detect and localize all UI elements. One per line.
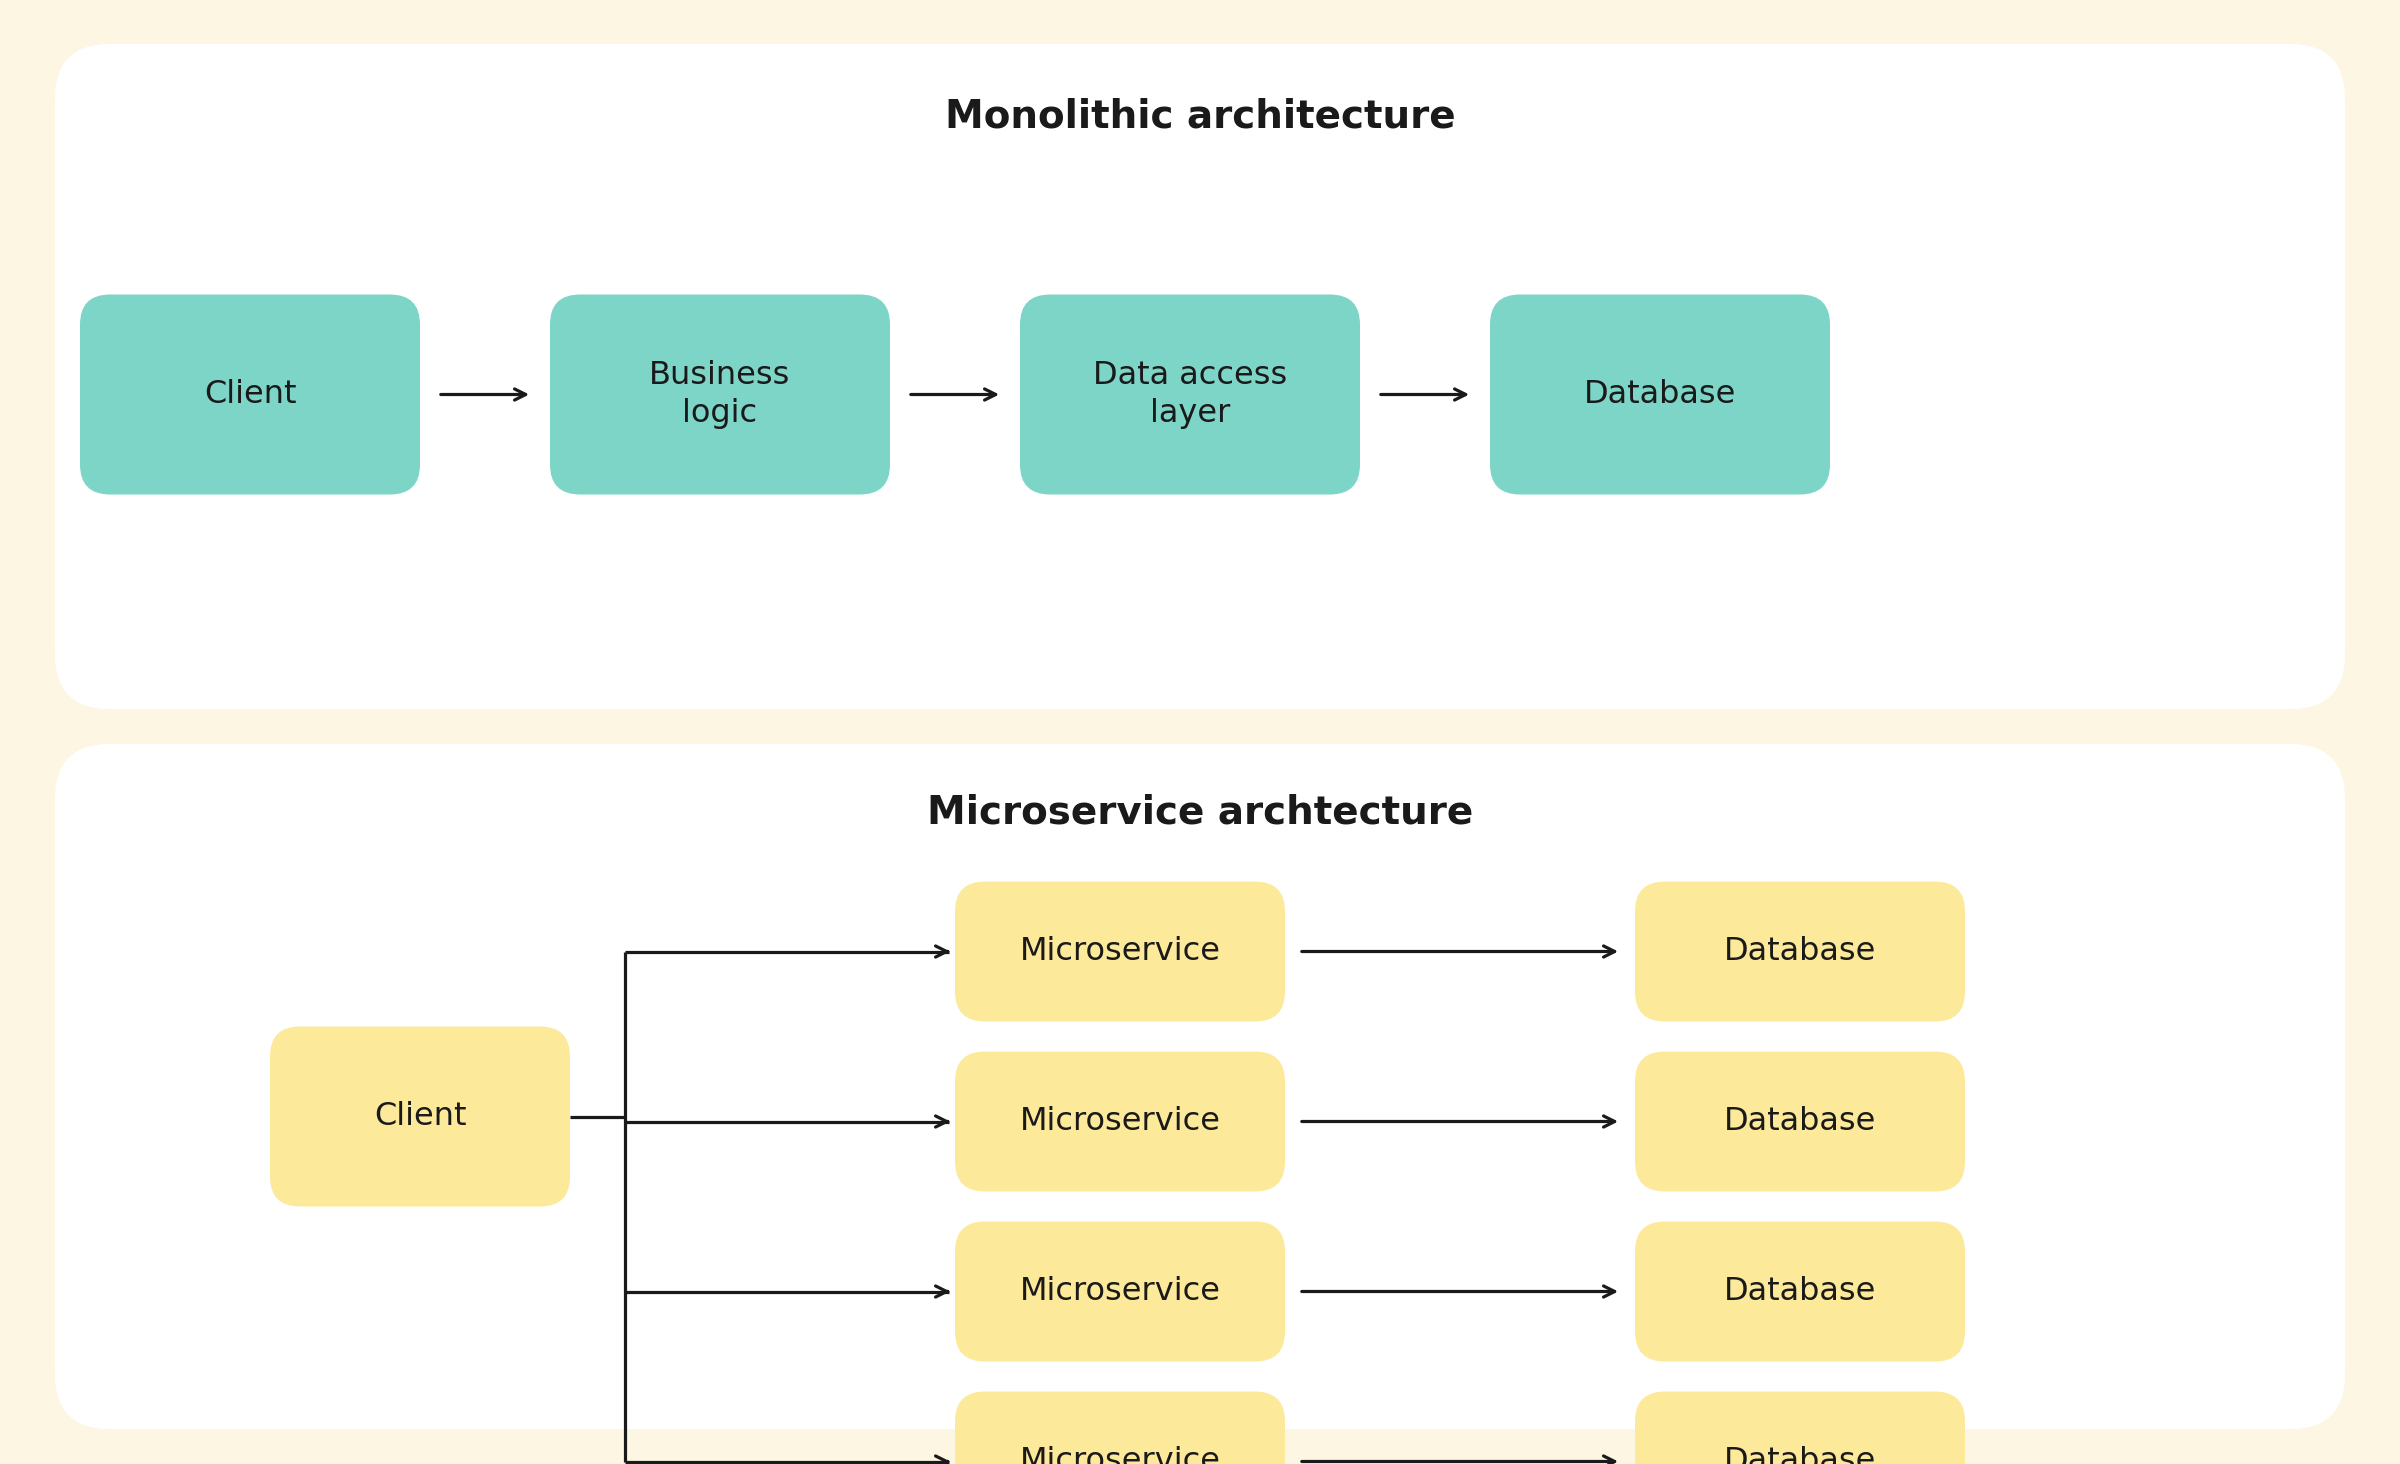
- Text: Business
logic: Business logic: [650, 360, 790, 429]
- FancyBboxPatch shape: [269, 1026, 571, 1206]
- FancyBboxPatch shape: [955, 1391, 1284, 1464]
- FancyBboxPatch shape: [1634, 1051, 1966, 1192]
- Text: Database: Database: [1723, 1277, 1877, 1307]
- Text: Database: Database: [1723, 935, 1877, 968]
- Text: Microservice: Microservice: [1020, 1277, 1222, 1307]
- FancyBboxPatch shape: [79, 294, 420, 495]
- Text: Database: Database: [1723, 1446, 1877, 1464]
- Text: Microservice: Microservice: [1020, 935, 1222, 968]
- Text: Client: Client: [204, 379, 295, 410]
- Text: Microservice archtecture: Microservice archtecture: [926, 793, 1474, 832]
- FancyBboxPatch shape: [1490, 294, 1831, 495]
- FancyBboxPatch shape: [1634, 1221, 1966, 1362]
- Text: Client: Client: [374, 1101, 466, 1132]
- FancyBboxPatch shape: [55, 44, 2345, 709]
- Text: Data access
layer: Data access layer: [1092, 360, 1286, 429]
- FancyBboxPatch shape: [1020, 294, 1361, 495]
- FancyBboxPatch shape: [955, 1051, 1284, 1192]
- Text: Microservice: Microservice: [1020, 1446, 1222, 1464]
- Text: Microservice: Microservice: [1020, 1105, 1222, 1138]
- FancyBboxPatch shape: [955, 1221, 1284, 1362]
- FancyBboxPatch shape: [1634, 881, 1966, 1022]
- Text: Monolithic architecture: Monolithic architecture: [946, 97, 1454, 135]
- FancyBboxPatch shape: [1634, 1391, 1966, 1464]
- FancyBboxPatch shape: [550, 294, 890, 495]
- Text: Database: Database: [1584, 379, 1735, 410]
- FancyBboxPatch shape: [955, 881, 1284, 1022]
- Text: Database: Database: [1723, 1105, 1877, 1138]
- FancyBboxPatch shape: [55, 744, 2345, 1429]
